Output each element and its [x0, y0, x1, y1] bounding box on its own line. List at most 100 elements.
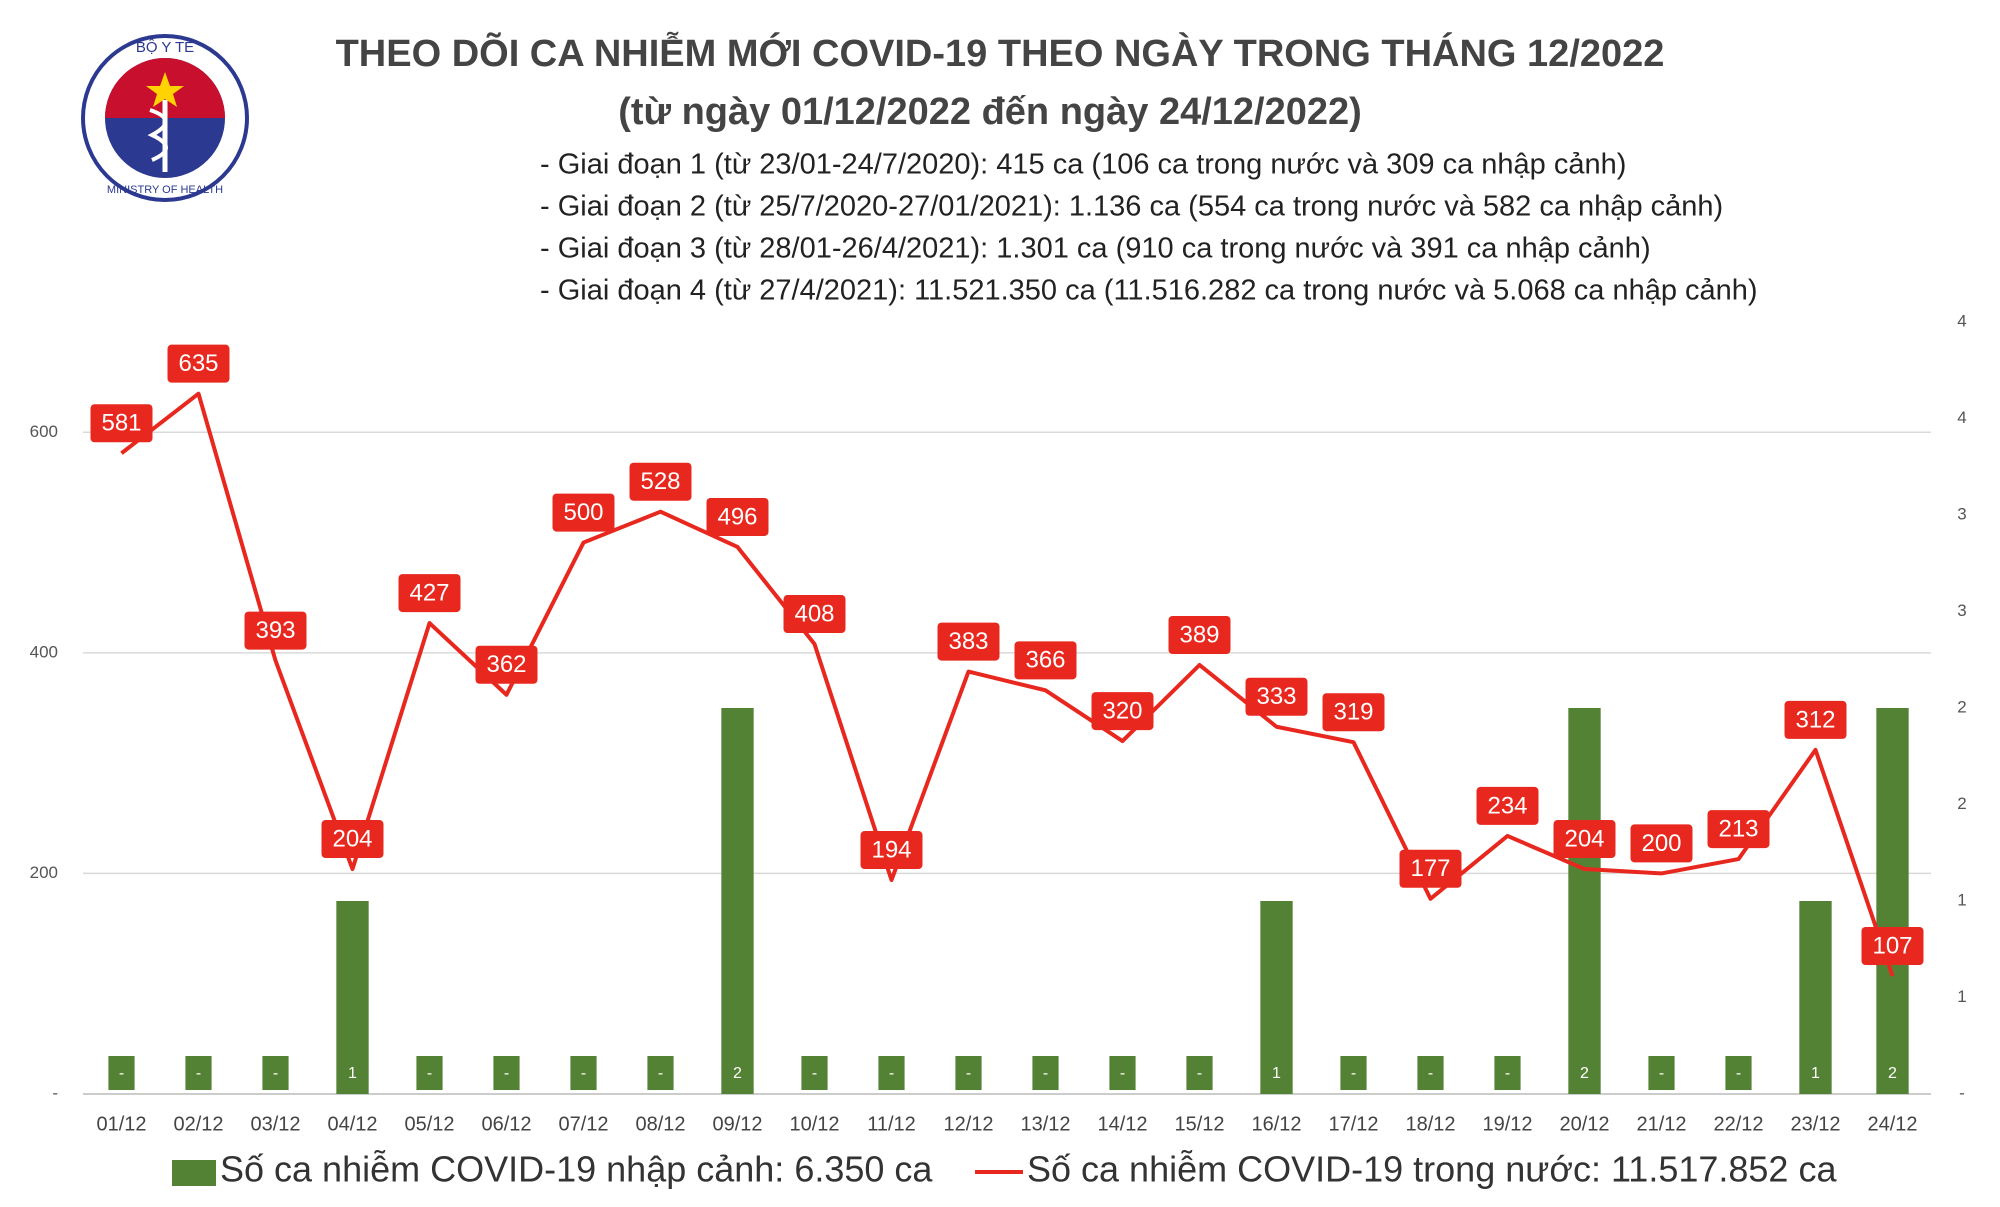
x-tick-label: 21/12 [1636, 1113, 1686, 1135]
y2-tick-label: 1 [1957, 987, 1966, 1006]
legend-label: Số ca nhiễm COVID-19 nhập cảnh: 6.350 ca [220, 1149, 933, 1190]
bar-label-box [1802, 1056, 1829, 1090]
value-label-box [552, 493, 615, 532]
value-label-box [937, 622, 1000, 661]
x-tick-label: 11/12 [867, 1113, 916, 1135]
logo-top-text: BỘ Y TẾ [136, 39, 194, 56]
value-label-box [1476, 786, 1539, 825]
value-label: 200 [1641, 830, 1681, 857]
y-tick-label: 600 [30, 422, 58, 441]
value-label-box [629, 462, 692, 501]
x-tick-label: 12/12 [943, 1113, 993, 1135]
value-label: 213 [1718, 815, 1758, 842]
value-label: 362 [486, 651, 526, 678]
value-label: 177 [1410, 855, 1450, 882]
value-label-box [1861, 926, 1924, 965]
value-label-box [1784, 700, 1847, 739]
bar-label-box [1032, 1056, 1059, 1090]
bar-value-label: - [196, 1065, 201, 1082]
bar-label-box [570, 1056, 597, 1090]
bar-value-label: - [1505, 1065, 1510, 1082]
value-label-box [167, 344, 230, 383]
bar-value-label: - [581, 1065, 586, 1082]
x-tick-label: 14/12 [1097, 1113, 1147, 1135]
bar-value-label: 2 [1580, 1065, 1589, 1082]
value-label-box [244, 611, 307, 650]
x-tick-label: 05/12 [404, 1113, 454, 1135]
chart-subtitle: (từ ngày 01/12/2022 đến ngày 24/12/2022) [618, 91, 1362, 133]
bar-value-label: - [1043, 1065, 1048, 1082]
y2-tick-label: 2 [1957, 697, 1966, 716]
bar-value-label: 1 [1811, 1065, 1820, 1082]
x-tick-label: 13/12 [1020, 1113, 1070, 1135]
note: - Giai đoạn 2 (từ 25/7/2020-27/01/2021):… [540, 191, 1723, 223]
logo-snake [147, 108, 168, 162]
value-label: 408 [794, 600, 834, 627]
legend-label: Số ca nhiễm COVID-19 trong nước: 11.517.… [1027, 1149, 1837, 1190]
value-label: 320 [1102, 697, 1142, 724]
y-tick-label: 200 [30, 863, 58, 882]
x-tick-label: 07/12 [558, 1113, 608, 1135]
value-label-box [1630, 824, 1693, 863]
value-label-box [1707, 810, 1770, 849]
bar-value-label: - [504, 1065, 509, 1082]
x-tick-label: 04/12 [327, 1113, 377, 1135]
value-label-box [1245, 677, 1308, 716]
value-label-box [1399, 849, 1462, 888]
bar-value-label: - [273, 1065, 278, 1082]
note: - Giai đoạn 3 (từ 28/01-26/4/2021): 1.30… [540, 233, 1651, 265]
bar-label-box [1417, 1056, 1444, 1090]
bar-value-label: - [1120, 1065, 1125, 1082]
bar-value-label: - [1197, 1065, 1202, 1082]
value-label: 194 [871, 836, 911, 863]
value-label: 496 [717, 503, 757, 530]
value-label-box [783, 595, 846, 634]
x-tick-label: 02/12 [173, 1113, 223, 1135]
bar-label-box [493, 1056, 520, 1090]
bar-value-label: - [812, 1065, 817, 1082]
bar-label-box [724, 1056, 751, 1090]
x-tick-label: 23/12 [1790, 1113, 1840, 1135]
value-label: 581 [101, 410, 141, 437]
x-tick-label: 18/12 [1405, 1113, 1455, 1135]
bar-label-box [1648, 1056, 1675, 1090]
value-label: 383 [948, 628, 988, 655]
bar-label-box [108, 1056, 135, 1090]
bar-label-box [262, 1056, 289, 1090]
value-label-box [1168, 615, 1231, 654]
bar-label-box [1340, 1056, 1367, 1090]
bar-value-label: - [119, 1065, 124, 1082]
value-label: 389 [1179, 621, 1219, 648]
y2-tick-label: 2 [1957, 794, 1966, 813]
bar-label-box [1571, 1056, 1598, 1090]
bar [721, 708, 754, 1094]
y-tick-label: - [52, 1083, 58, 1102]
y2-tick-label: 4 [1957, 311, 1966, 330]
bar-label-box [1725, 1056, 1752, 1090]
y2-tick-label: - [1959, 1083, 1965, 1102]
note: - Giai đoạn 1 (từ 23/01-24/7/2020): 415 … [540, 149, 1626, 181]
bar-value-label: 1 [348, 1065, 357, 1082]
logo-bottom-text: MINISTRY OF HEALTH [107, 184, 223, 196]
bar-value-label: - [966, 1065, 971, 1082]
y2-tick-label: 3 [1957, 601, 1966, 620]
value-label: 427 [409, 579, 449, 606]
bar-value-label: - [889, 1065, 894, 1082]
bar-label-box [185, 1056, 212, 1090]
bar [1876, 708, 1909, 1094]
bar-value-label: 2 [1888, 1065, 1897, 1082]
bar-value-label: - [1428, 1065, 1433, 1082]
line [120, 391, 1895, 977]
value-label: 635 [178, 350, 218, 377]
bar-label-box [1109, 1056, 1136, 1090]
x-tick-label: 20/12 [1559, 1113, 1609, 1135]
y2-tick-label: 1 [1957, 890, 1966, 909]
bar-label-box [1186, 1056, 1213, 1090]
bar-label-box [955, 1056, 982, 1090]
value-label-box [1091, 692, 1154, 731]
bar-label-box [1263, 1056, 1290, 1090]
bar-label-box [878, 1056, 905, 1090]
bar-label-box [416, 1056, 443, 1090]
bar-value-label: - [1659, 1065, 1664, 1082]
